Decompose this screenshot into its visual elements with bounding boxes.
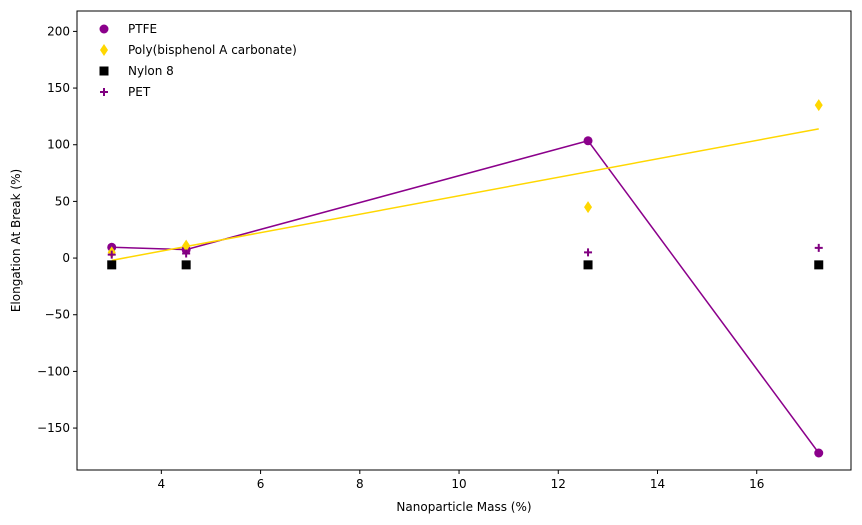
- legend-label-pet: PET: [128, 85, 151, 99]
- x-axis-label: Nanoparticle Mass (%): [396, 500, 531, 514]
- poly-bisphenol-a-carbonate-point: [182, 239, 191, 252]
- legend-marker-ptfe: [99, 24, 109, 34]
- legend-label-poly-bisphenol-a-carbonate: Poly(bisphenol A carbonate): [128, 43, 297, 57]
- poly-bisphenol-a-carbonate-point: [814, 99, 823, 112]
- y-tick-label: −100: [37, 364, 70, 378]
- y-tick-label: 50: [55, 194, 70, 208]
- legend: PTFE Poly(bisphenol A carbonate) Nylon 8 PE…: [99, 22, 297, 99]
- y-tick-label: −150: [37, 421, 70, 435]
- x-tick-label: 6: [257, 477, 265, 491]
- ptfe-point: [814, 448, 824, 458]
- x-axis-ticks: 4 6 8 10 12 14 16: [158, 470, 764, 491]
- series-lines: [111, 128, 820, 454]
- nylon-8-point: [814, 260, 824, 270]
- pet-point: [584, 248, 593, 257]
- pet-point: [107, 250, 116, 259]
- x-tick-label: 14: [650, 477, 665, 491]
- x-tick-label: 4: [158, 477, 166, 491]
- y-axis-ticks: −150 −100 −50 0 50 100 150 200: [37, 24, 77, 435]
- legend-marker-nylon-8: [99, 66, 109, 76]
- y-tick-label: 200: [47, 24, 70, 38]
- ptfe-point: [583, 136, 593, 146]
- nylon-8-point: [107, 260, 117, 270]
- ptfe-line: [111, 139, 820, 454]
- legend-label-nylon-8: Nylon 8: [128, 64, 174, 78]
- legend-label-ptfe: PTFE: [128, 22, 157, 36]
- nylon-8-point: [583, 260, 593, 270]
- legend-marker-poly-bisphenol-a-carbonate: [100, 44, 108, 56]
- legend-marker-pet: [100, 88, 108, 96]
- x-tick-label: 10: [451, 477, 466, 491]
- pet-point: [814, 243, 823, 252]
- series-markers: [107, 99, 824, 458]
- y-tick-label: 150: [47, 81, 70, 95]
- plot-area: [76, 10, 852, 471]
- y-tick-label: 100: [47, 138, 70, 152]
- poly-bisphenol-a-carbonate-fit-line: [111, 128, 819, 262]
- y-axis-label: Elongation At Break (%): [9, 169, 23, 312]
- y-tick-label: −50: [45, 308, 70, 322]
- y-tick-label: 0: [62, 251, 70, 265]
- nylon-8-point: [181, 260, 191, 270]
- x-tick-label: 16: [749, 477, 764, 491]
- poly-bisphenol-a-carbonate-point: [584, 201, 593, 214]
- pet-point: [182, 249, 191, 258]
- x-tick-label: 8: [356, 477, 364, 491]
- x-tick-label: 12: [551, 477, 566, 491]
